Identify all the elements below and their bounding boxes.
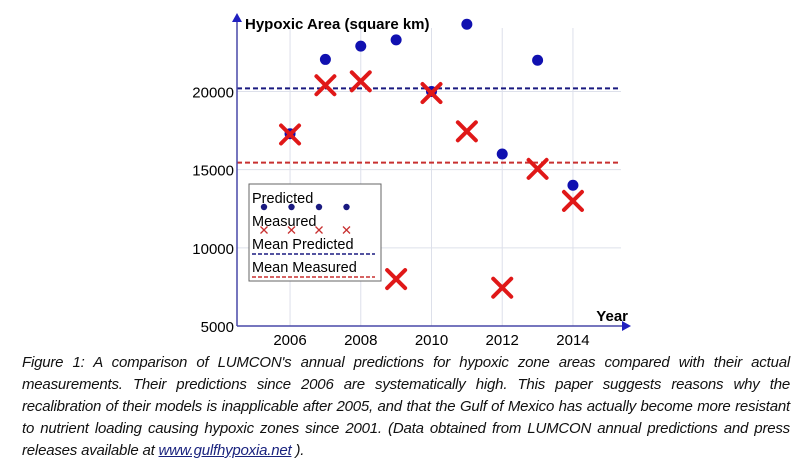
legend-measured-marker <box>342 226 351 234</box>
measured-point <box>491 276 514 299</box>
x-axis-arrow-icon <box>622 321 631 331</box>
x-tick-label: 2008 <box>344 332 377 349</box>
measured-point <box>385 268 408 291</box>
measured-point <box>314 74 337 97</box>
measured-point <box>561 189 584 212</box>
measured-point <box>279 123 302 146</box>
hypoxic-area-chart: 2006 2008 2010 2012 20145000100001500020000 … <box>192 13 631 349</box>
legend-predicted-marker <box>288 203 295 211</box>
measured-point <box>455 120 478 143</box>
legend-mean-predicted-label: Mean Predicted <box>252 237 354 253</box>
caption-text: Figure 1: A comparison of LUMCON's annua… <box>22 354 790 459</box>
data-points <box>279 18 584 299</box>
y-tick-label: 5000 <box>201 319 234 336</box>
legend-predicted-marker <box>260 203 268 211</box>
legend-predicted-label: Predicted <box>252 191 313 207</box>
measured-point <box>526 157 549 180</box>
y-tick-label: 15000 <box>192 163 234 180</box>
y-tick-label: 20000 <box>192 84 234 101</box>
y-tick-label: 10000 <box>192 241 234 258</box>
mean-lines <box>237 87 621 164</box>
x-tick-label: 2012 <box>486 332 519 349</box>
tick-labels: 2006 2008 2010 2012 2014 5000 10000 15000 20000 <box>192 84 589 349</box>
predicted-point <box>355 40 367 52</box>
figure-caption: Figure 1: A comparison of LUMCON's annua… <box>22 352 790 462</box>
legend-measured-marker <box>287 226 296 234</box>
predicted-point <box>567 179 579 191</box>
predicted-point <box>532 54 544 66</box>
legend: Predicted Measured Mean Predicted Mean Meas… <box>248 183 382 282</box>
x-axis-label: Year <box>596 308 628 325</box>
measured-point <box>349 70 372 93</box>
legend-measured-marker <box>260 226 268 234</box>
predicted-point <box>496 148 508 160</box>
legend-predicted-marker <box>343 203 350 211</box>
predicted-point <box>319 53 331 65</box>
gulfhypoxia-link[interactable]: www.gulfhypoxia.net <box>158 442 292 459</box>
legend-measured-marker <box>315 226 323 234</box>
legend-measured-label: Measured <box>252 214 316 230</box>
x-tick-label: 2010 <box>415 332 448 349</box>
measured-point <box>420 82 443 105</box>
predicted-point <box>461 18 473 30</box>
legend-mean-measured-label: Mean Measured <box>252 260 357 276</box>
y-axis-arrow-icon <box>232 13 242 22</box>
caption-tail: ). <box>291 442 305 459</box>
x-tick-label: 2014 <box>556 332 589 349</box>
legend-box <box>248 183 382 282</box>
axes <box>232 13 631 331</box>
legend-predicted-marker <box>315 203 323 211</box>
y-axis-label: Hypoxic Area (square km) <box>245 16 430 33</box>
predicted-point <box>390 34 402 46</box>
x-tick-label: 2006 <box>273 332 306 349</box>
